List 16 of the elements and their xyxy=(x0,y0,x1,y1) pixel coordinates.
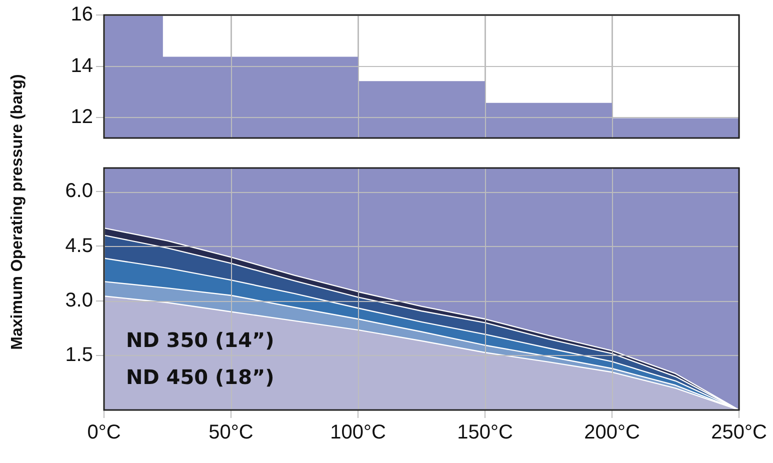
x-tick-label: 250°C xyxy=(711,422,767,444)
y-tick-label: 1.5 xyxy=(65,344,93,366)
annotation: ND 450 (18”) xyxy=(126,365,274,390)
x-tick-label: 100°C xyxy=(330,422,386,444)
annotation: ND 350 (14”) xyxy=(126,328,274,352)
y-tick-label: 3.0 xyxy=(65,289,93,312)
y-tick-label: 16 xyxy=(70,4,93,26)
y-tick-label: 14 xyxy=(70,54,93,77)
y-tick-label: 12 xyxy=(70,106,93,128)
x-tick-label: 50°C xyxy=(208,422,254,444)
y-tick-label: 4.5 xyxy=(65,234,93,257)
x-tick-label: 200°C xyxy=(584,422,640,444)
x-tick-label: 150°C xyxy=(457,422,513,444)
x-tick-label: 0°C xyxy=(87,422,121,444)
y-axis-title: Maximum Operating pressure (barg) xyxy=(9,74,27,350)
y-tick-label: 6.0 xyxy=(65,180,93,202)
